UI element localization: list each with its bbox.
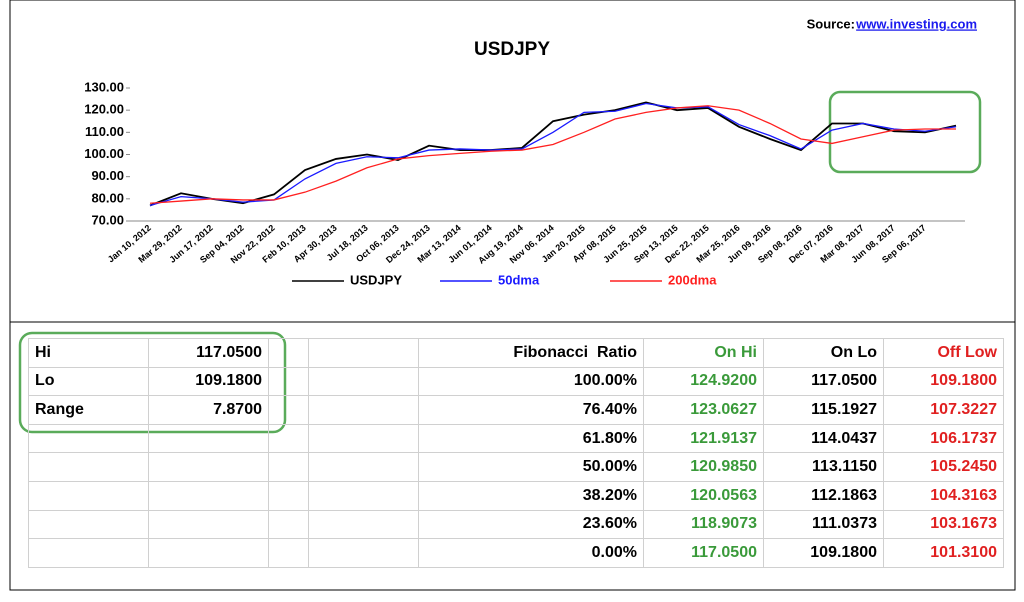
table-cell: 121.9137 [643,423,764,454]
table-cell [268,480,309,511]
table-cell [308,480,419,511]
table-row: 0.00% 117.0500 109.1800 101.3100 [28,538,1004,568]
table-cell: On Hi [643,338,764,368]
table-cell: 112.1863 [763,480,884,511]
source-label: Source: [807,16,855,31]
table-cell [268,509,309,540]
table-cell [28,423,149,454]
y-tick-label: 70.00 [91,212,124,227]
table-cell: 103.1673 [883,509,1004,540]
chart-title: USDJPY [474,39,550,60]
table-cell: On Lo [763,338,884,368]
table-cell [268,538,309,568]
table-cell [308,509,419,540]
table-cell [268,338,309,368]
table-cell [308,452,419,482]
table-cell [308,338,419,368]
table-cell [308,423,419,454]
table-cell: Hi [28,338,149,368]
table-cell [28,480,149,511]
table-cell [148,452,269,482]
series-line [149,101,957,207]
table-cell: 107.3227 [883,395,1004,425]
table-row: Range 7.8700 76.40% 123.0627 115.1927 107.322… [28,395,1004,425]
table-cell: 109.1800 [148,366,269,397]
table-cell: 120.9850 [643,452,764,482]
table-cell: 109.1800 [763,538,884,568]
table-cell [268,452,309,482]
table-cell: 117.0500 [643,538,764,568]
table-cell: 61.80% [418,423,644,454]
fibonacci-table: Hi 117.0500 Fibonacci Ratio On Hi On Lo Off L… [28,338,1004,568]
table-frame [9,321,1016,591]
table-cell: 106.1737 [883,423,1004,454]
table-cell: 76.40% [418,395,644,425]
legend-label: USDJPY [350,272,402,287]
table-cell: 100.00% [418,366,644,397]
table-row: Lo 109.1800 100.00% 124.9200 117.0500 109.180… [28,366,1004,397]
y-tick-label: 90.00 [91,168,124,183]
table-cell: 113.1150 [763,452,884,482]
table-cell: 0.00% [418,538,644,568]
table-cell: 117.0500 [763,366,884,397]
table-cell [308,538,419,568]
table-cell: Range [28,395,149,425]
y-tick-label: 80.00 [91,190,124,205]
table-cell: Lo [28,366,149,397]
table-cell: 117.0500 [148,338,269,368]
table-cell [268,423,309,454]
table-cell: 7.8700 [148,395,269,425]
table-cell [308,366,419,397]
table-cell [148,538,269,568]
y-tick-label: 130.00 [84,79,124,94]
table-cell [268,366,309,397]
table-cell [148,480,269,511]
source-link[interactable]: www.investing.com [855,16,977,31]
series-line [149,102,957,207]
legend-label: 50dma [498,272,540,287]
table-cell: 114.0437 [763,423,884,454]
table-cell: 120.0563 [643,480,764,511]
table-row: 61.80% 121.9137 114.0437 106.1737 [28,423,1004,454]
table-cell: 105.2450 [883,452,1004,482]
table-cell [308,395,419,425]
y-tick-label: 100.00 [84,146,124,161]
series-line [149,105,956,204]
table-cell: 118.9073 [643,509,764,540]
table-row: 38.20% 120.0563 112.1863 104.3163 [28,480,1004,511]
table-cell [28,509,149,540]
table-cell [148,423,269,454]
table-cell [148,509,269,540]
table-cell: 111.0373 [763,509,884,540]
y-tick-label: 110.00 [85,124,124,139]
table-cell: 50.00% [418,452,644,482]
table-row: 23.60% 118.9073 111.0373 103.1673 [28,509,1004,540]
table-cell: Fibonacci Ratio [418,338,644,368]
table-cell: 109.1800 [883,366,1004,397]
table-cell: 101.3100 [883,538,1004,568]
legend-label: 200dma [668,272,717,287]
table-cell: 38.20% [418,480,644,511]
table-cell [28,538,149,568]
table-row: 50.00% 120.9850 113.1150 105.2450 [28,452,1004,482]
table-row: Hi 117.0500 Fibonacci Ratio On Hi On Lo Off L… [28,338,1004,368]
table-cell: 115.1927 [763,395,884,425]
table-cell: 123.0627 [643,395,764,425]
table-cell: 124.9200 [643,366,764,397]
table-cell [268,395,309,425]
table-cell: 23.60% [418,509,644,540]
table-cell [28,452,149,482]
table-cell: Off Low [883,338,1004,368]
y-tick-label: 120.00 [84,102,124,117]
table-cell: 104.3163 [883,480,1004,511]
